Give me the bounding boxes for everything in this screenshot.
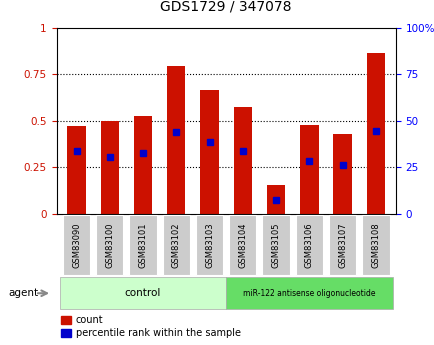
Text: GSM83106: GSM83106 [304,222,313,268]
Bar [167,66,185,214]
Bar [134,116,152,214]
Bar [100,121,118,214]
FancyBboxPatch shape [63,215,90,275]
Text: agent: agent [9,288,39,298]
Text: GSM83102: GSM83102 [171,222,181,268]
FancyBboxPatch shape [226,277,391,309]
FancyBboxPatch shape [195,215,223,275]
Bar [333,134,351,214]
Text: GSM83100: GSM83100 [105,222,114,268]
Bar [299,125,318,214]
Bar [366,53,384,214]
FancyBboxPatch shape [96,215,123,275]
Text: GSM83105: GSM83105 [271,222,280,268]
FancyBboxPatch shape [129,215,156,275]
FancyBboxPatch shape [60,277,226,309]
Legend: count, percentile rank within the sample: count, percentile rank within the sample [61,315,240,338]
Bar [67,126,85,214]
Text: control: control [125,288,161,298]
Text: GDS1729 / 347078: GDS1729 / 347078 [160,0,291,14]
Bar [266,185,285,214]
Text: GSM83104: GSM83104 [238,222,247,268]
Text: GSM83101: GSM83101 [138,222,147,268]
FancyBboxPatch shape [229,215,256,275]
Text: miR-122 antisense oligonucleotide: miR-122 antisense oligonucleotide [243,289,375,298]
Text: GSM83108: GSM83108 [371,222,379,268]
Text: GSM83090: GSM83090 [72,222,81,268]
FancyBboxPatch shape [162,215,190,275]
FancyBboxPatch shape [328,215,355,275]
FancyBboxPatch shape [262,215,289,275]
FancyBboxPatch shape [295,215,322,275]
Text: GSM83103: GSM83103 [204,222,214,268]
Text: GSM83107: GSM83107 [337,222,346,268]
Bar [200,90,218,214]
FancyBboxPatch shape [362,215,388,275]
Bar [233,107,251,214]
